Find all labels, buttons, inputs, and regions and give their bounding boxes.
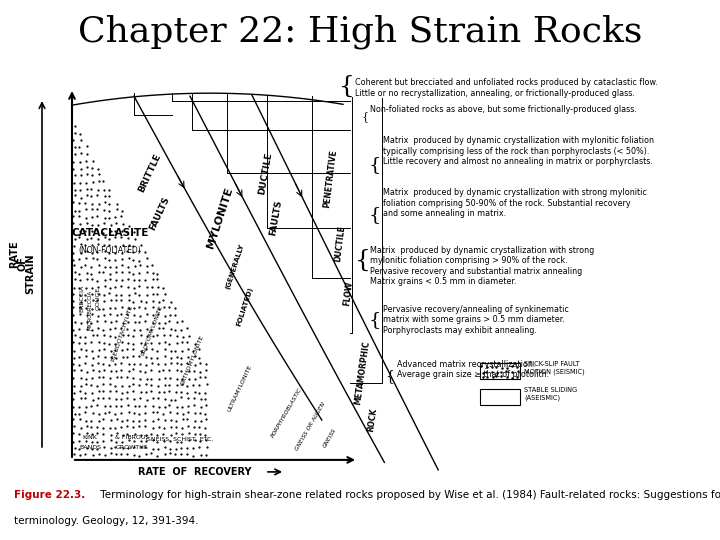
Bar <box>480 389 520 405</box>
Text: RATE: RATE <box>9 240 19 268</box>
Text: DUCTILE: DUCTILE <box>257 151 273 195</box>
Text: FAULTS: FAULTS <box>148 195 172 232</box>
Text: GROWTHS: GROWTHS <box>116 445 148 450</box>
Text: (NON-FOLIATED): (NON-FOLIATED) <box>78 246 141 254</box>
Text: STRAIN: STRAIN <box>25 254 35 294</box>
Text: terminology. Geology, 12, 391-394.: terminology. Geology, 12, 391-394. <box>14 516 199 526</box>
Text: METAMORPHIC: METAMORPHIC <box>353 340 371 406</box>
Text: {: { <box>369 156 381 174</box>
Text: {: { <box>339 75 355 98</box>
Text: FAULTS: FAULTS <box>269 199 284 237</box>
Text: PROTOMYLONITE: PROTOMYLONITE <box>140 304 163 356</box>
Text: Pervasive recovery/annealing of synkinematic
matrix with some grains > 0.5 mm di: Pervasive recovery/annealing of synkinem… <box>383 305 569 335</box>
Text: Advanced matrix recrystallization.
Average grain size ≥ that of protolith.: Advanced matrix recrystallization. Avera… <box>397 360 549 380</box>
Text: RATE  OF  RECOVERY: RATE OF RECOVERY <box>138 467 252 477</box>
Text: KINK: KINK <box>83 435 97 440</box>
Text: FOLIATED): FOLIATED) <box>235 286 254 327</box>
Text: PORPHYROBLASTIC: PORPHYROBLASTIC <box>271 387 303 439</box>
Text: BRITTLE: BRITTLE <box>137 152 163 194</box>
Text: GNEISS OR AUGEN: GNEISS OR AUGEN <box>294 401 326 451</box>
Text: {: { <box>361 111 369 122</box>
Text: Matrix  produced by dynamic crystallization with strong
mylonitic foliation comp: Matrix produced by dynamic crystallizati… <box>370 246 594 286</box>
Text: {: { <box>369 311 381 329</box>
Text: MICROBRECCIA: MICROBRECCIA <box>88 290 92 330</box>
Text: Matrix  produced by dynamic crystallization with strong mylonitic
foliation comp: Matrix produced by dynamic crystallizati… <box>383 188 647 218</box>
Text: OF: OF <box>17 256 27 272</box>
Bar <box>480 363 520 379</box>
Text: PSEUDOTACHYLITE: PSEUDOTACHYLITE <box>110 304 133 362</box>
Text: Coherent but brecciated and unfoliated rocks produced by cataclastic flow.
Littl: Coherent but brecciated and unfoliated r… <box>355 78 658 98</box>
Text: {: { <box>369 206 381 224</box>
Text: DUCTILE: DUCTILE <box>333 224 347 262</box>
Text: FLOW: FLOW <box>342 280 354 306</box>
Text: {: { <box>355 248 371 272</box>
Text: {: { <box>386 369 395 383</box>
Text: STABLE SLIDING
(ASEISMIC): STABLE SLIDING (ASEISMIC) <box>524 387 577 401</box>
Text: ORTHOMYLONITE: ORTHOMYLONITE <box>179 334 204 386</box>
Text: CATACLASITE: CATACLASITE <box>71 228 149 238</box>
Text: ULTRAMYLONITE: ULTRAMYLONITE <box>227 364 253 412</box>
Text: ROCK: ROCK <box>366 408 378 433</box>
Text: Terminology for high-strain shear-zone related rocks proposed by Wise et al. (19: Terminology for high-strain shear-zone r… <box>97 490 720 501</box>
Text: BRECCIA: BRECCIA <box>79 285 84 312</box>
Text: & FIBROUS: & FIBROUS <box>115 435 149 440</box>
Text: BANDS: BANDS <box>79 445 101 450</box>
Text: STICK-SLIP FAULT
MOTION (SEISMIC): STICK-SLIP FAULT MOTION (SEISMIC) <box>524 361 585 375</box>
Text: GNEISS, SCHIST, ETC.: GNEISS, SCHIST, ETC. <box>146 437 214 442</box>
Text: GOUGE: GOUGE <box>96 286 101 309</box>
Text: GNEISS: GNEISS <box>323 427 338 449</box>
Text: Non-foliated rocks as above, but some frictionally-produced glass.: Non-foliated rocks as above, but some fr… <box>370 105 637 114</box>
Text: (GENERALLY: (GENERALLY <box>225 242 246 289</box>
Text: MYLONITE: MYLONITE <box>205 186 235 250</box>
Text: PENETRATIVE: PENETRATIVE <box>322 148 338 208</box>
Text: Matrix  produced by dynamic crystallization with mylonitic foliation
typically c: Matrix produced by dynamic crystallizati… <box>383 136 654 166</box>
Text: Chapter 22: High Strain Rocks: Chapter 22: High Strain Rocks <box>78 15 642 49</box>
Text: Figure 22.3.: Figure 22.3. <box>14 490 86 501</box>
